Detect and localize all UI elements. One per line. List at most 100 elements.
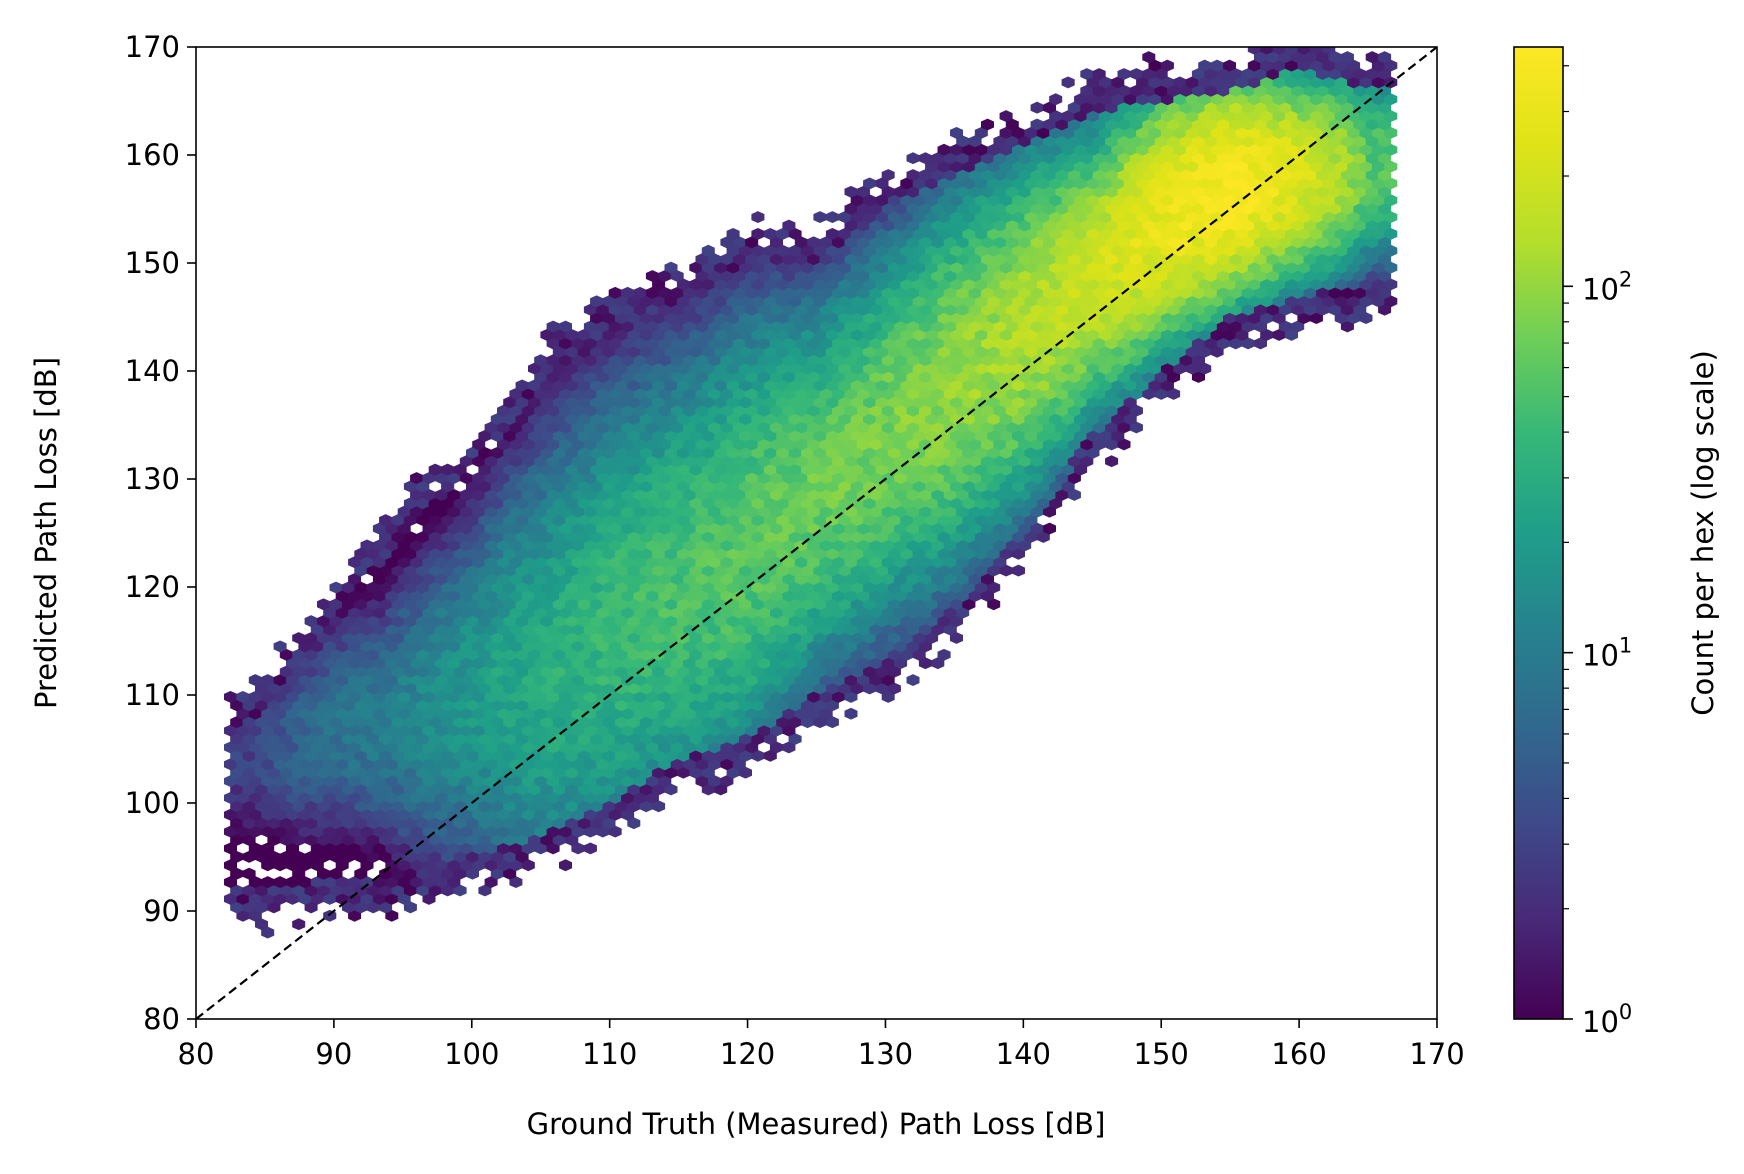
hex-cell: [844, 707, 858, 720]
hex-cell: [1092, 68, 1106, 80]
hex-cell: [1105, 455, 1119, 468]
hex-cell: [1160, 59, 1174, 72]
hex-cell: [751, 227, 765, 240]
hex-cell: [1011, 564, 1025, 577]
hex-cell: [633, 286, 647, 299]
y-tick-label: 80: [143, 1002, 180, 1036]
hex-cell: [844, 185, 858, 198]
y-tick-label: 120: [125, 570, 180, 604]
hex-cell: [224, 690, 237, 703]
hex-cell: [825, 211, 839, 224]
hex-cell: [248, 674, 262, 687]
hex-cell: [980, 118, 995, 131]
hex-cell: [273, 876, 287, 889]
hex-cell: [664, 261, 678, 274]
x-axis-ticks: 80 90 100 110 120 130 140 150 160 170: [178, 1019, 1465, 1071]
hex-cell: [441, 463, 455, 476]
hex-cell: [918, 152, 932, 165]
hex-cell: [292, 632, 306, 644]
hex-cell: [645, 270, 659, 282]
y-tick-label: 110: [125, 678, 180, 712]
colorbar: [1513, 46, 1564, 1020]
colorbar-tick-label: 101: [1582, 634, 1632, 673]
hex-cell: [782, 219, 796, 232]
hex-cell: [863, 177, 877, 190]
hex-cell: [1030, 101, 1044, 114]
hex-cell: [1043, 522, 1056, 535]
hex-cell: [583, 842, 597, 855]
hex-cell: [1378, 51, 1392, 64]
x-tick-label: 80: [178, 1037, 215, 1071]
hex-cell: [813, 211, 827, 224]
hex-cell: [751, 211, 765, 224]
hex-cell: [292, 918, 306, 931]
y-tick-label: 140: [125, 354, 180, 388]
hex-cell: [1297, 47, 1311, 55]
hex-cell: [1117, 68, 1131, 80]
hex-cell: [379, 514, 393, 527]
hex-cell: [1340, 51, 1354, 64]
hex-cell: [608, 286, 622, 299]
hex-cell: [558, 859, 573, 872]
hex-cell: [937, 143, 951, 156]
x-axis-label: Ground Truth (Measured) Path Loss [dB]: [527, 1107, 1106, 1141]
hex-cell: [999, 110, 1013, 123]
x-tick-label: 100: [444, 1037, 499, 1071]
y-tick-label: 160: [125, 138, 180, 172]
colorbar-tick-label: 100: [1582, 1000, 1632, 1039]
x-tick-label: 90: [315, 1037, 352, 1071]
hex-cell: [906, 674, 920, 687]
hex-cell: [1247, 47, 1261, 55]
x-tick-label: 170: [1409, 1037, 1464, 1071]
hex-cell: [1365, 51, 1379, 64]
hex-cell: [1210, 59, 1224, 72]
y-axis-label: Predicted Path Loss [dB]: [29, 357, 63, 709]
hex-cell: [1223, 59, 1236, 72]
x-tick-label: 160: [1271, 1037, 1326, 1071]
hex-cell: [701, 244, 715, 257]
hex-cell: [726, 227, 740, 240]
x-tick-label: 150: [1134, 1037, 1189, 1071]
hex-cell: [590, 295, 604, 308]
hex-cell: [1322, 47, 1336, 55]
hex-cell: [1309, 47, 1323, 55]
hex-cell: [428, 463, 442, 476]
hex-cell: [937, 648, 951, 661]
hex-cell: [1030, 118, 1044, 131]
x-tick-label: 120: [720, 1037, 775, 1071]
hex-cell: [242, 867, 256, 880]
y-tick-label: 100: [125, 786, 180, 820]
hex-cell: [1142, 51, 1156, 64]
x-tick-label: 130: [858, 1037, 913, 1071]
y-tick-label: 130: [125, 462, 180, 496]
hex-cell: [1061, 76, 1075, 89]
hex-cell: [236, 690, 250, 703]
hex-cell: [1260, 47, 1274, 55]
hex-cell: [1198, 59, 1212, 72]
hex-cell: [558, 320, 573, 333]
hex-cell: [261, 876, 275, 889]
y-tick-label: 170: [125, 30, 180, 64]
hex-cell: [906, 152, 920, 165]
hex-cell: [949, 126, 964, 139]
hex-cell: [763, 227, 777, 240]
hex-cell: [906, 169, 920, 181]
y-tick-label: 90: [143, 894, 180, 928]
hex-cell: [360, 539, 374, 552]
hex-cell: [1129, 68, 1143, 80]
hex-cell: [329, 581, 343, 594]
hex-cell: [1272, 47, 1286, 55]
hex-cell: [316, 598, 331, 611]
colorbar-tick-label: 102: [1582, 267, 1632, 306]
hex-cell: [534, 354, 548, 367]
hex-cell: [825, 227, 839, 240]
hexbin-cells: [224, 47, 1398, 939]
hex-cell: [1285, 47, 1298, 55]
hex-cell: [881, 169, 895, 181]
colorbar-ticks: 100 101 102: [1563, 65, 1632, 1039]
hex-cell: [273, 640, 287, 653]
hex-cell: [515, 379, 529, 392]
hex-cell: [621, 286, 635, 299]
